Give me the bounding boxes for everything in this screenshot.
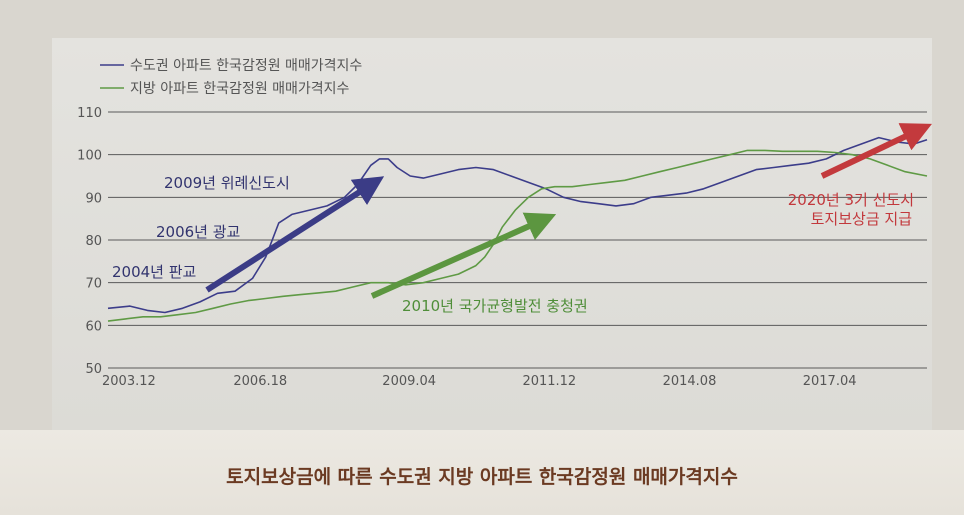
annotation-3rd-new-town-line1: 2020년 3기 신도시: [788, 191, 914, 209]
y-tick-label: 70: [85, 277, 102, 292]
figure-caption: 토지보상금에 따른 수도권 지방 아파트 한국감정원 매매가격지수: [226, 466, 738, 488]
chart-panel: [52, 38, 932, 430]
legend: 수도권 아파트 한국감정원 매매가격지수 지방 아파트 한국감정원 매매가격지수: [100, 58, 362, 97]
series-lines: [107, 136, 928, 322]
x-tick-label: 2006.18: [233, 374, 287, 389]
grid-lines: [108, 111, 927, 369]
y-tick-label: 110: [77, 106, 102, 121]
annotation-gwanggyo: 2006년 광교: [156, 223, 240, 241]
legend-label-regional: 지방 아파트 한국감정원 매매가격지수: [130, 81, 350, 97]
annotation-pangyo: 2004년 판교: [112, 263, 196, 281]
page-bottom: [0, 430, 964, 515]
y-tick-label: 80: [85, 234, 102, 249]
x-tick-label: 2011.12: [522, 374, 576, 389]
y-tick-label: 100: [77, 149, 102, 164]
legend-label-capital: 수도권 아파트 한국감정원 매매가격지수: [130, 58, 362, 74]
arrow-chungcheong-annotation: [370, 212, 557, 299]
series-line-regional: [107, 149, 928, 322]
x-tick-label: 2014.08: [663, 374, 717, 389]
series-line-capital: [107, 136, 928, 314]
y-tick-label: 90: [85, 191, 102, 206]
y-axis-ticks: 50 60 70 80 90 100 110: [77, 106, 102, 377]
x-axis-ticks: 2003.12 2006.18 2009.04 2011.12 2014.08 2017.…: [102, 374, 857, 389]
arrow-3rd-new-town-annotation: [820, 123, 933, 179]
y-tick-label: 60: [85, 319, 102, 334]
y-tick-label: 50: [85, 362, 102, 377]
arrow-capital-annotation: [205, 176, 385, 293]
x-tick-label: 2003.12: [102, 374, 156, 389]
annotation-3rd-new-town-line2: 토지보상금 지급: [811, 210, 913, 228]
x-tick-label: 2017.04: [803, 374, 857, 389]
annotation-chungcheong: 2010년 국가균형발전 충청권: [402, 297, 588, 315]
x-tick-label: 2009.04: [382, 374, 436, 389]
annotation-wirye: 2009년 위례신도시: [164, 174, 290, 192]
